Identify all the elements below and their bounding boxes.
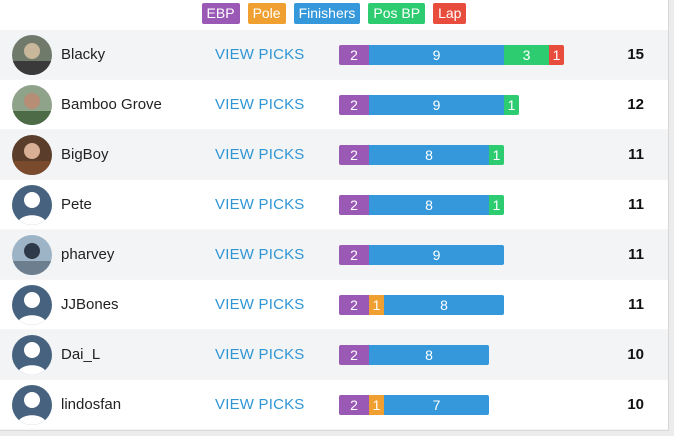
player-name: lindosfan xyxy=(61,396,122,413)
player-name: Bamboo Grove xyxy=(61,96,162,113)
avatar xyxy=(12,135,52,175)
bar-segment-finishers: 9 xyxy=(369,245,504,265)
total-points: 15 xyxy=(627,46,644,63)
leaderboard-row: lindosfan VIEW PICKS 2 1 7 10 xyxy=(0,380,668,430)
bar-segment-ebp: 2 xyxy=(339,195,369,215)
bar-segment-pole: 1 xyxy=(369,395,384,415)
view-picks-link[interactable]: VIEW PICKS xyxy=(215,296,305,313)
view-picks-link[interactable]: VIEW PICKS xyxy=(215,96,305,113)
bar-segment-posbp: 1 xyxy=(489,145,504,165)
view-picks-link[interactable]: VIEW PICKS xyxy=(215,346,305,363)
bar-segment-posbp: 3 xyxy=(504,45,549,65)
total-points: 10 xyxy=(627,346,644,363)
view-picks-link[interactable]: VIEW PICKS xyxy=(215,196,305,213)
bar-segment-pole: 1 xyxy=(369,295,384,315)
leaderboard-row: Pete VIEW PICKS 2 8 1 11 xyxy=(0,180,668,230)
default-user-icon xyxy=(12,185,52,225)
player-name: Blacky xyxy=(61,46,106,63)
default-user-icon xyxy=(12,335,52,375)
avatar xyxy=(12,235,52,275)
bar-segment-ebp: 2 xyxy=(339,295,369,315)
legend-chip-pos-bp: Pos BP xyxy=(368,3,426,24)
bar-segment-finishers: 8 xyxy=(369,345,489,365)
bar-segment-ebp: 2 xyxy=(339,395,369,415)
view-picks-link[interactable]: VIEW PICKS xyxy=(215,246,305,263)
view-picks-link[interactable]: VIEW PICKS xyxy=(215,46,305,63)
view-picks-link[interactable]: VIEW PICKS xyxy=(215,146,305,163)
default-user-icon xyxy=(12,285,52,325)
total-points: 12 xyxy=(627,96,644,113)
leaderboard-row: pharvey VIEW PICKS 2 9 11 xyxy=(0,230,668,280)
total-points: 11 xyxy=(628,296,644,313)
legend-chip-lap: Lap xyxy=(433,3,467,24)
bar-segment-finishers: 8 xyxy=(384,295,504,315)
bar-segment-finishers: 8 xyxy=(369,195,489,215)
player-name: JJBones xyxy=(61,296,119,313)
default-user-icon xyxy=(12,385,52,425)
bar-segment-finishers: 9 xyxy=(369,95,504,115)
bar-segment-ebp: 2 xyxy=(339,245,369,265)
bar-segment-finishers: 8 xyxy=(369,145,489,165)
leaderboard-list: Blacky VIEW PICKS 2 9 3 1 15 Bamboo Grove VIEW P… xyxy=(0,30,668,430)
player-name: BigBoy xyxy=(61,146,109,163)
bar-segment-lap: 1 xyxy=(549,45,564,65)
bar-segment-finishers: 7 xyxy=(384,395,489,415)
legend-chip-finishers: Finishers xyxy=(293,3,361,24)
legend-chip-ebp: EBP xyxy=(201,3,240,24)
player-name: pharvey xyxy=(61,246,115,263)
bar-segment-ebp: 2 xyxy=(339,345,369,365)
bar-segment-ebp: 2 xyxy=(339,95,369,115)
legend-chip-pole: Pole xyxy=(247,3,286,24)
total-points: 11 xyxy=(628,196,644,213)
bar-segment-ebp: 2 xyxy=(339,145,369,165)
leaderboard-row: JJBones VIEW PICKS 2 1 8 11 xyxy=(0,280,668,330)
avatar xyxy=(12,85,52,125)
leaderboard-row: Bamboo Grove VIEW PICKS 2 9 1 12 xyxy=(0,80,668,130)
bar-segment-finishers: 9 xyxy=(369,45,504,65)
total-points: 11 xyxy=(628,246,644,263)
leaderboard-row: BigBoy VIEW PICKS 2 8 1 11 xyxy=(0,130,668,180)
bar-segment-ebp: 2 xyxy=(339,45,369,65)
player-name: Pete xyxy=(61,196,92,213)
bar-segment-posbp: 1 xyxy=(489,195,504,215)
bar-segment-posbp: 1 xyxy=(504,95,519,115)
points-legend: EBP Pole Finishers Pos BP Lap xyxy=(0,3,668,27)
avatar xyxy=(12,35,52,75)
total-points: 11 xyxy=(628,146,644,163)
leaderboard-row: Blacky VIEW PICKS 2 9 3 1 15 xyxy=(0,30,668,80)
leaderboard-row: Dai_L VIEW PICKS 2 8 10 xyxy=(0,330,668,380)
total-points: 10 xyxy=(627,396,644,413)
player-name: Dai_L xyxy=(61,346,101,363)
view-picks-link[interactable]: VIEW PICKS xyxy=(215,396,305,413)
